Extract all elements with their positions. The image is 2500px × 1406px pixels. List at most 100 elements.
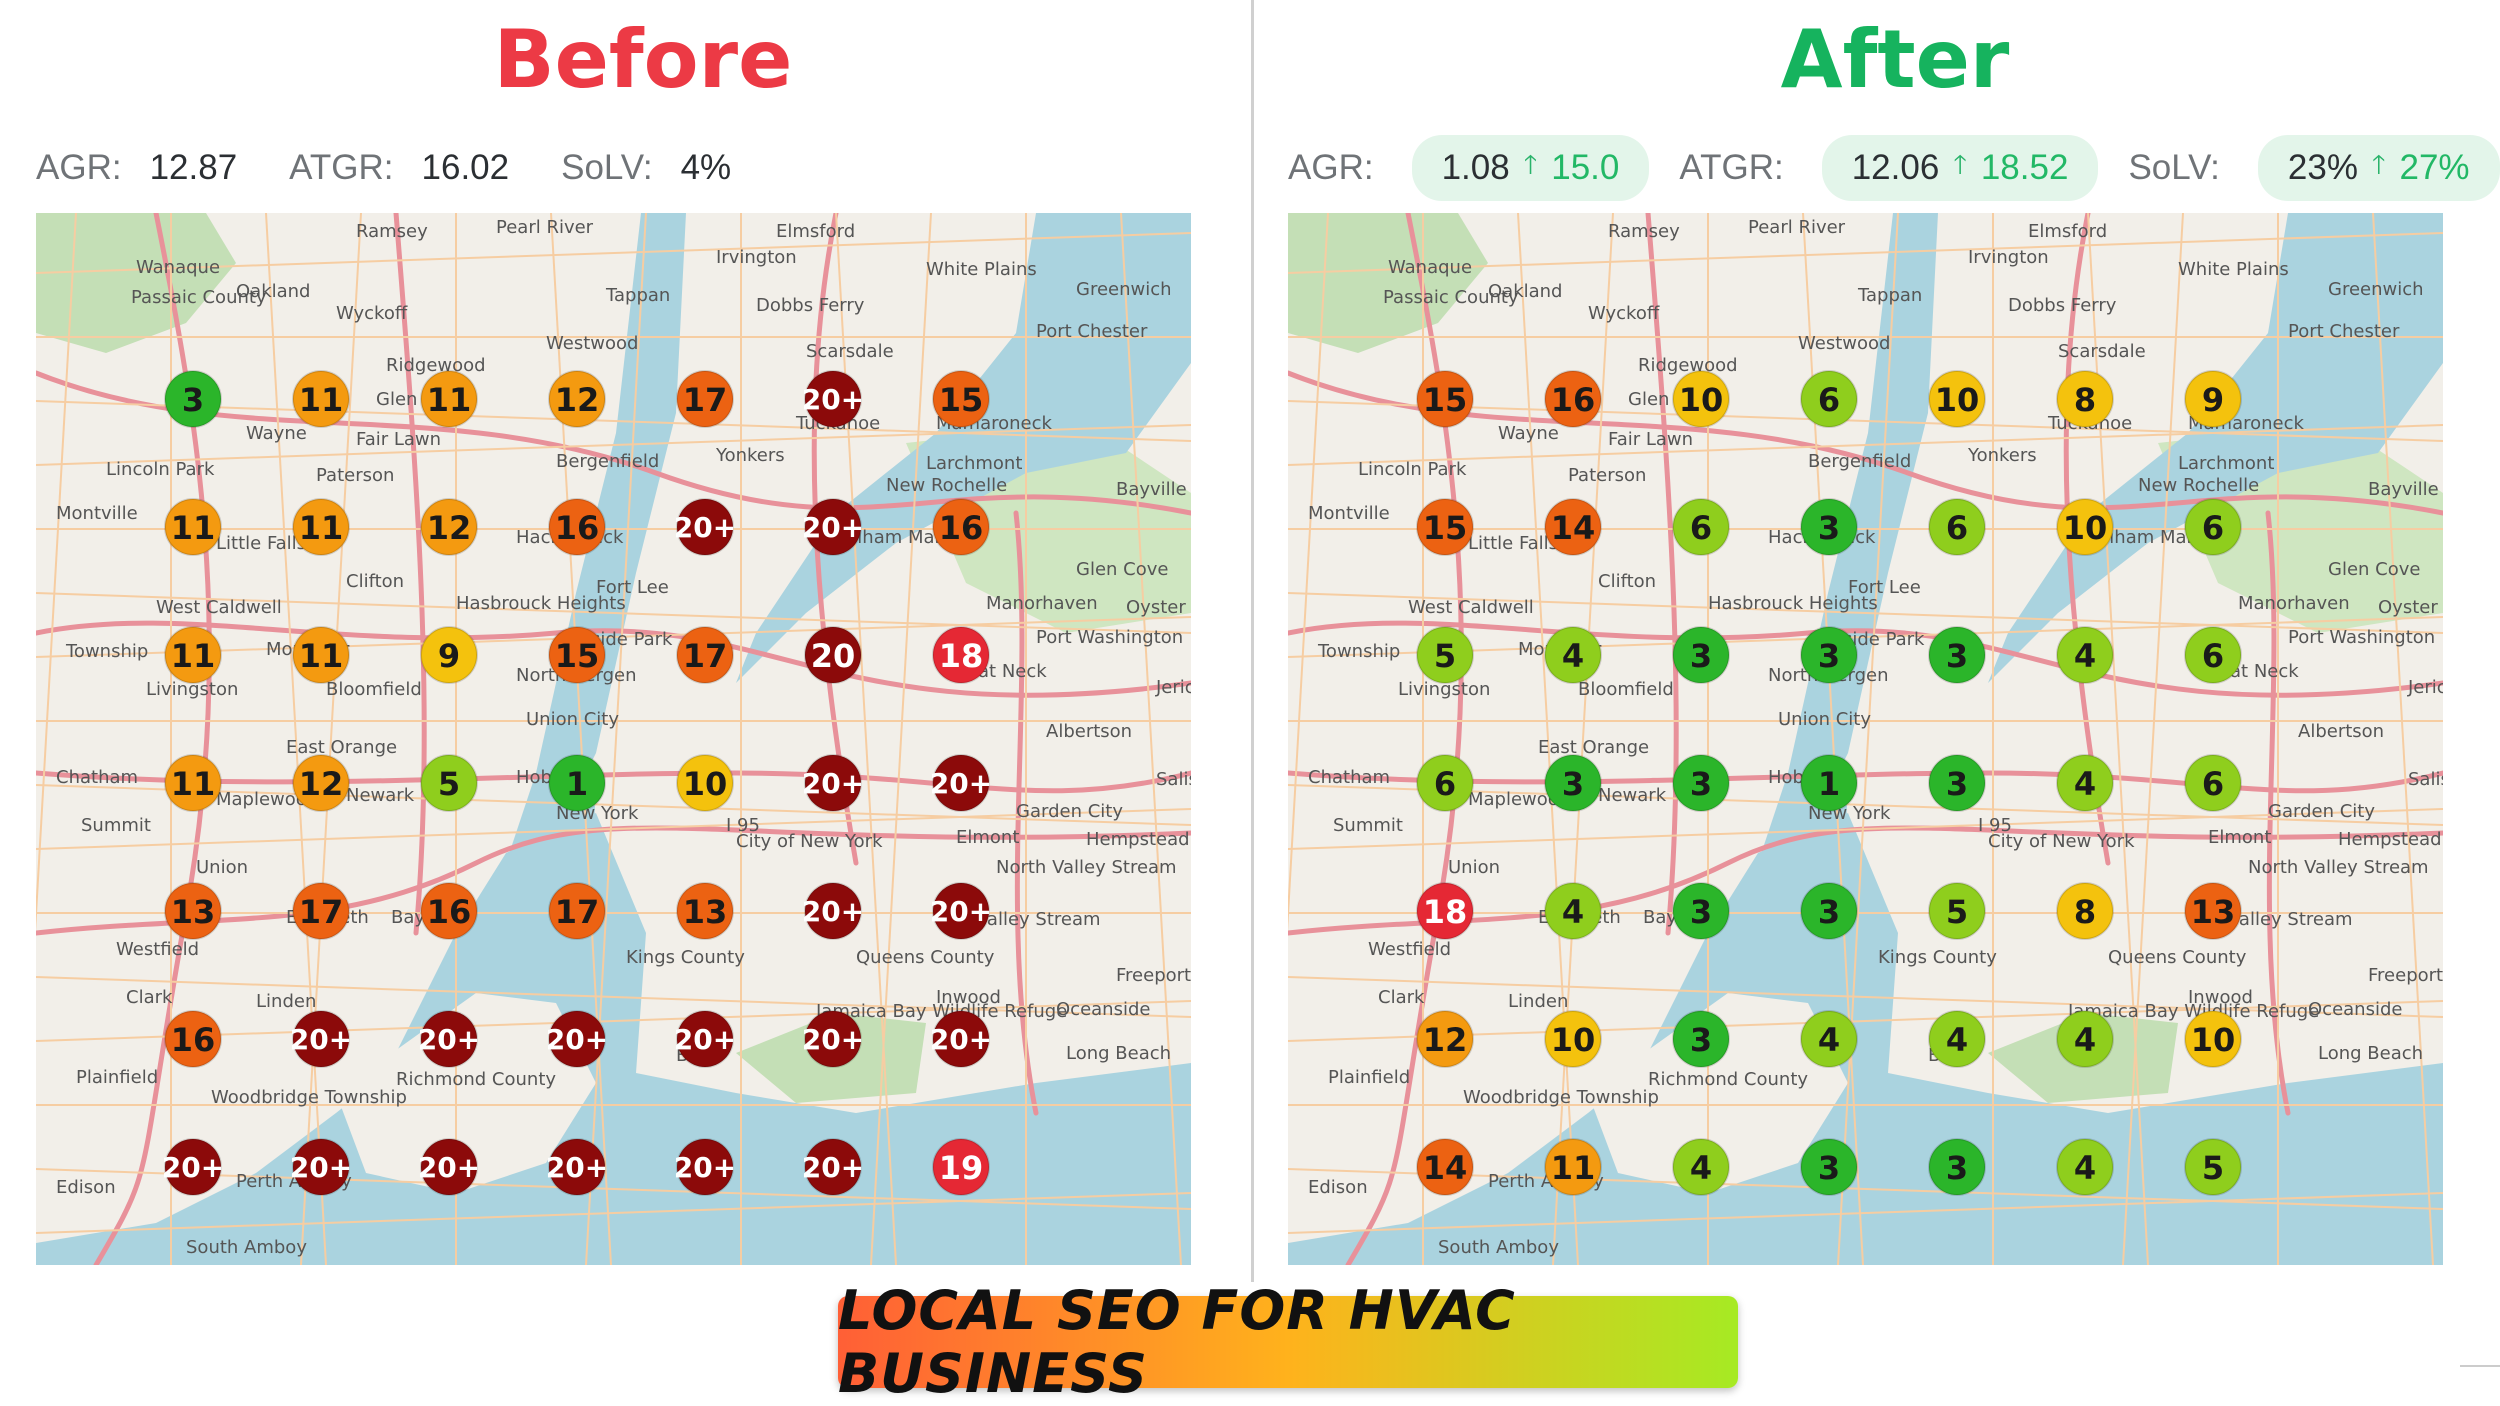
rank-marker[interactable]: 17 [548,882,606,940]
rank-marker[interactable]: 4 [2056,626,2114,684]
rank-marker[interactable]: 20+ [802,754,864,812]
rank-marker[interactable]: 16 [1544,370,1602,428]
rank-marker[interactable]: 20+ [802,1138,864,1196]
rank-marker[interactable]: 3 [1800,498,1858,556]
rank-marker[interactable]: 4 [2056,1010,2114,1068]
rank-marker[interactable]: 5 [1416,626,1474,684]
rank-marker[interactable]: 1 [1800,754,1858,812]
rank-marker[interactable]: 20+ [930,1010,992,1068]
rank-marker[interactable]: 14 [1416,1138,1474,1196]
rank-marker[interactable]: 17 [292,882,350,940]
rank-marker[interactable]: 20 [804,626,862,684]
rank-marker[interactable]: 20+ [802,498,864,556]
rank-marker[interactable]: 20+ [802,1010,864,1068]
rank-marker[interactable]: 4 [1928,1010,1986,1068]
rank-marker[interactable]: 20+ [418,1138,480,1196]
rank-marker[interactable]: 11 [292,498,350,556]
rank-marker[interactable]: 12 [548,370,606,428]
rank-marker[interactable]: 4 [1800,1010,1858,1068]
rank-marker[interactable]: 8 [2056,882,2114,940]
rank-marker[interactable]: 20+ [930,882,992,940]
rank-marker[interactable]: 6 [1928,498,1986,556]
rank-marker[interactable]: 9 [420,626,478,684]
rank-marker[interactable]: 5 [2184,1138,2242,1196]
rank-marker[interactable]: 11 [164,626,222,684]
rank-marker[interactable]: 11 [292,370,350,428]
rank-marker[interactable]: 4 [1544,882,1602,940]
rank-marker[interactable]: 19 [932,1138,990,1196]
rank-marker[interactable]: 3 [1928,754,1986,812]
rank-marker[interactable]: 1 [548,754,606,812]
rank-marker[interactable]: 15 [1416,370,1474,428]
rank-marker[interactable]: 20+ [162,1138,224,1196]
rank-marker[interactable]: 10 [1544,1010,1602,1068]
rank-marker[interactable]: 3 [1800,882,1858,940]
rank-marker[interactable]: 16 [932,498,990,556]
rank-marker[interactable]: 11 [164,754,222,812]
rank-marker[interactable]: 14 [1544,498,1602,556]
rank-marker[interactable]: 3 [1928,626,1986,684]
rank-marker[interactable]: 15 [1416,498,1474,556]
rank-marker[interactable]: 10 [1672,370,1730,428]
rank-marker[interactable]: 20+ [930,754,992,812]
rank-marker[interactable]: 3 [1672,882,1730,940]
rank-marker[interactable]: 6 [1416,754,1474,812]
rank-marker[interactable]: 20+ [802,882,864,940]
rank-marker[interactable]: 6 [2184,626,2242,684]
rank-marker[interactable]: 3 [1672,1010,1730,1068]
rank-marker[interactable]: 13 [164,882,222,940]
rank-marker[interactable]: 3 [1672,626,1730,684]
rank-marker[interactable]: 4 [2056,1138,2114,1196]
rank-marker[interactable]: 3 [1800,626,1858,684]
rank-marker[interactable]: 20+ [674,1010,736,1068]
rank-marker[interactable]: 20+ [546,1138,608,1196]
before-map[interactable]: Ramsey Pearl River Elmsford White Plains Wan… [36,213,1191,1265]
rank-marker[interactable]: 10 [676,754,734,812]
rank-marker[interactable]: 3 [1928,1138,1986,1196]
rank-marker[interactable]: 5 [420,754,478,812]
rank-marker[interactable]: 11 [164,498,222,556]
rank-marker[interactable]: 6 [1672,498,1730,556]
rank-marker[interactable]: 15 [932,370,990,428]
rank-marker[interactable]: 8 [2056,370,2114,428]
rank-marker[interactable]: 9 [2184,370,2242,428]
rank-marker[interactable]: 4 [1544,626,1602,684]
rank-marker[interactable]: 20+ [674,498,736,556]
rank-marker[interactable]: 3 [1544,754,1602,812]
rank-marker[interactable]: 13 [676,882,734,940]
rank-marker[interactable]: 10 [1928,370,1986,428]
rank-marker[interactable]: 4 [1672,1138,1730,1196]
rank-marker[interactable]: 15 [548,626,606,684]
rank-marker[interactable]: 3 [1800,1138,1858,1196]
rank-marker[interactable]: 16 [164,1010,222,1068]
rank-marker[interactable]: 17 [676,626,734,684]
rank-marker[interactable]: 6 [1800,370,1858,428]
rank-marker[interactable]: 13 [2184,882,2242,940]
rank-marker[interactable]: 12 [292,754,350,812]
rank-marker[interactable]: 18 [1416,882,1474,940]
rank-marker[interactable]: 20+ [290,1138,352,1196]
rank-marker[interactable]: 12 [1416,1010,1474,1068]
rank-marker[interactable]: 20+ [418,1010,480,1068]
rank-marker[interactable]: 17 [676,370,734,428]
rank-marker[interactable]: 20+ [290,1010,352,1068]
rank-marker[interactable]: 6 [2184,754,2242,812]
rank-marker[interactable]: 11 [420,370,478,428]
rank-marker[interactable]: 10 [2056,498,2114,556]
rank-marker[interactable]: 12 [420,498,478,556]
rank-marker[interactable]: 3 [164,370,222,428]
rank-marker[interactable]: 3 [1672,754,1730,812]
after-map[interactable]: Ramsey Pearl River Elmsford White Plains Wan… [1288,213,2443,1265]
rank-marker[interactable]: 5 [1928,882,1986,940]
rank-marker[interactable]: 18 [932,626,990,684]
rank-marker[interactable]: 20+ [546,1010,608,1068]
rank-marker[interactable]: 20+ [802,370,864,428]
rank-marker[interactable]: 20+ [674,1138,736,1196]
rank-marker[interactable]: 16 [548,498,606,556]
rank-marker[interactable]: 16 [420,882,478,940]
rank-marker[interactable]: 6 [2184,498,2242,556]
rank-marker[interactable]: 4 [2056,754,2114,812]
rank-marker[interactable]: 10 [2184,1010,2242,1068]
rank-marker[interactable]: 11 [1544,1138,1602,1196]
rank-marker[interactable]: 11 [292,626,350,684]
